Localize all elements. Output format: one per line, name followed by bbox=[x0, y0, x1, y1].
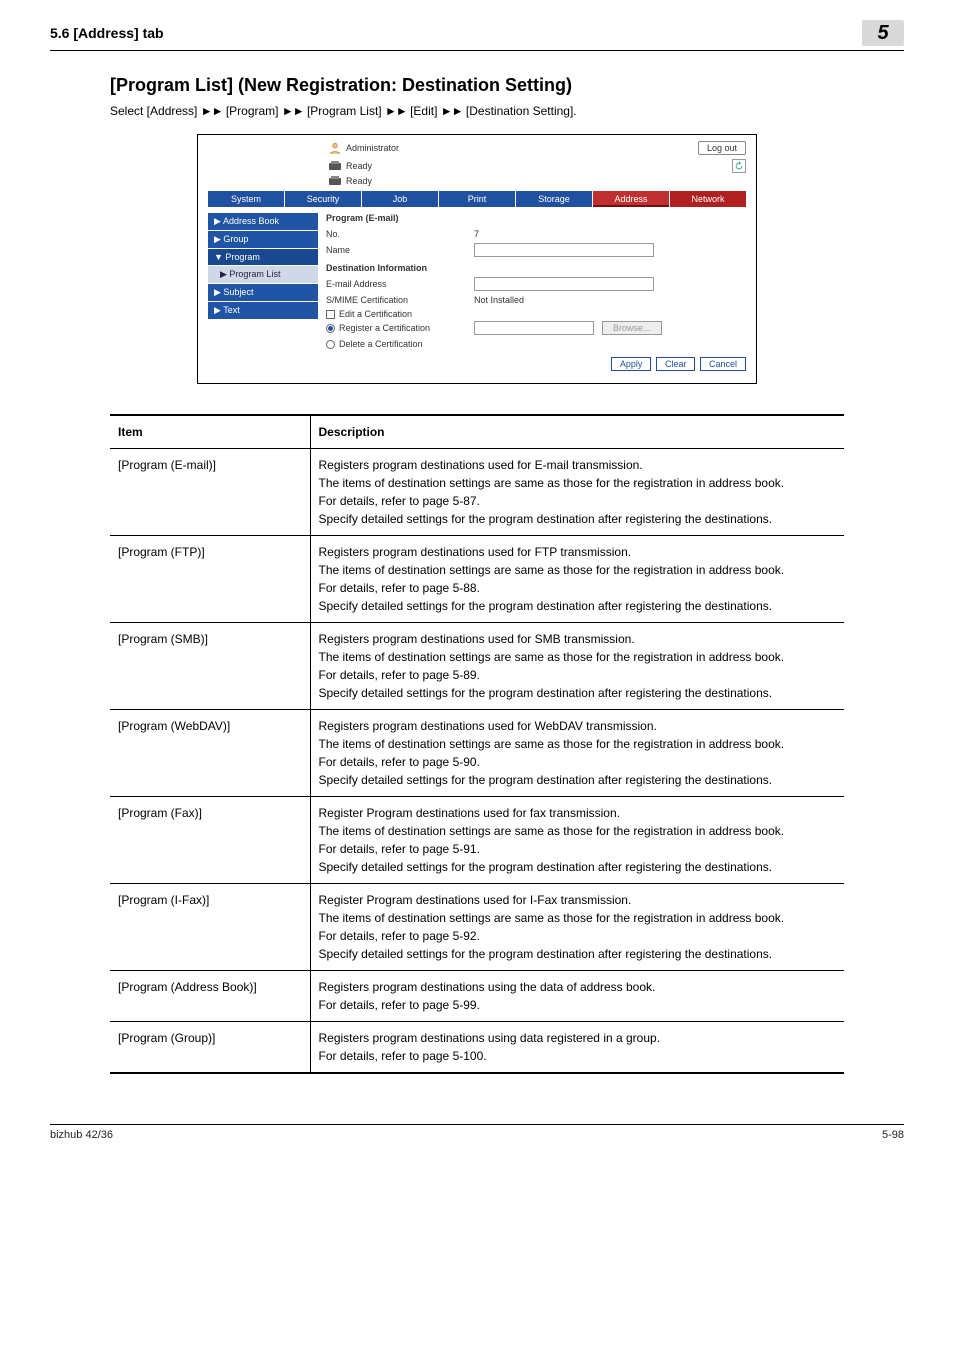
refresh-button[interactable] bbox=[732, 159, 746, 173]
edit-cert-label: Edit a Certification bbox=[339, 309, 412, 319]
printer-icon bbox=[328, 160, 342, 172]
delete-cert-label: Delete a Certification bbox=[339, 339, 423, 349]
ready-label: Ready bbox=[346, 161, 372, 171]
tab-security[interactable]: Security bbox=[285, 191, 361, 207]
sidebar-item-label: Text bbox=[223, 305, 240, 315]
delete-cert-radio[interactable] bbox=[326, 340, 335, 349]
browse-button[interactable]: Browse... bbox=[602, 321, 662, 335]
admin-ui-screenshot: Administrator Log out Ready Ready System… bbox=[197, 134, 757, 384]
admin-text: Administrator bbox=[346, 143, 399, 153]
tab-job[interactable]: Job bbox=[362, 191, 438, 207]
table-row: [Program (SMB)]Registers program destina… bbox=[110, 623, 844, 710]
edit-cert-checkbox[interactable] bbox=[326, 310, 335, 319]
breadcrumb-part: [Program List] bbox=[307, 104, 385, 118]
table-cell-item: [Program (WebDAV)] bbox=[110, 710, 310, 797]
table-header-item: Item bbox=[110, 415, 310, 449]
logout-button[interactable]: Log out bbox=[698, 141, 746, 155]
breadcrumb-part: Select [Address] bbox=[110, 104, 201, 118]
sidebar-item-group[interactable]: ▶ Group bbox=[208, 231, 318, 248]
table-cell-desc: Registers program destinations using dat… bbox=[310, 1022, 844, 1074]
smime-label: S/MIME Certification bbox=[326, 295, 466, 305]
email-input[interactable] bbox=[474, 277, 654, 291]
breadcrumb-part: [Program] bbox=[226, 104, 282, 118]
page-header: 5.6 [Address] tab 5 bbox=[50, 20, 904, 51]
sidebar-sub-program-list[interactable]: ▶ Program List bbox=[208, 266, 318, 283]
table-cell-item: [Program (FTP)] bbox=[110, 536, 310, 623]
footer-right: 5-98 bbox=[882, 1129, 904, 1141]
tab-address[interactable]: Address bbox=[593, 191, 669, 207]
form-panel: Program (E-mail) No. 7 Name Destination … bbox=[326, 213, 746, 369]
table-cell-desc: Register Program destinations used for f… bbox=[310, 797, 844, 884]
breadcrumb-part: [Destination Setting]. bbox=[466, 104, 577, 118]
table-cell-desc: Registers program destinations used for … bbox=[310, 710, 844, 797]
sidebar: ▶ Address Book ▶ Group ▼ Program ▶ Progr… bbox=[208, 213, 318, 369]
table-row: [Program (Fax)]Register Program destinat… bbox=[110, 797, 844, 884]
table-cell-desc: Registers program destinations using the… bbox=[310, 971, 844, 1022]
chapter-badge: 5 bbox=[862, 20, 904, 46]
user-icon bbox=[328, 141, 342, 155]
table-cell-item: [Program (E-mail)] bbox=[110, 449, 310, 536]
register-cert-label: Register a Certification bbox=[339, 323, 430, 333]
sidebar-item-program[interactable]: ▼ Program bbox=[208, 249, 318, 265]
sidebar-item-text[interactable]: ▶ Text bbox=[208, 302, 318, 319]
tab-bar: System Security Job Print Storage Addres… bbox=[198, 191, 756, 207]
table-row: [Program (Group)]Registers program desti… bbox=[110, 1022, 844, 1074]
table-cell-desc: Registers program destinations used for … bbox=[310, 536, 844, 623]
table-cell-item: [Program (Address Book)] bbox=[110, 971, 310, 1022]
table-row: [Program (FTP)]Registers program destina… bbox=[110, 536, 844, 623]
header-section: 5.6 [Address] tab bbox=[50, 25, 164, 41]
table-row: [Program (E-mail)]Registers program dest… bbox=[110, 449, 844, 536]
admin-label: Administrator bbox=[328, 141, 399, 155]
sidebar-item-label: Program List bbox=[229, 269, 280, 279]
table-cell-item: [Program (Fax)] bbox=[110, 797, 310, 884]
name-label: Name bbox=[326, 245, 466, 255]
sidebar-item-address-book[interactable]: ▶ Address Book bbox=[208, 213, 318, 230]
breadcrumb: Select [Address] ►► [Program] ►► [Progra… bbox=[110, 104, 844, 118]
footer-left: bizhub 42/36 bbox=[50, 1129, 113, 1141]
table-cell-item: [Program (SMB)] bbox=[110, 623, 310, 710]
dest-info-header: Destination Information bbox=[326, 263, 746, 273]
apply-button[interactable]: Apply bbox=[611, 357, 652, 371]
table-row: [Program (I-Fax)]Register Program destin… bbox=[110, 884, 844, 971]
table-row: [Program (Address Book)]Registers progra… bbox=[110, 971, 844, 1022]
sidebar-item-label: Program bbox=[225, 252, 260, 262]
cert-path-input[interactable] bbox=[474, 321, 594, 335]
table-cell-item: [Program (Group)] bbox=[110, 1022, 310, 1074]
sidebar-item-label: Group bbox=[223, 234, 248, 244]
email-label: E-mail Address bbox=[326, 279, 466, 289]
tab-print[interactable]: Print bbox=[439, 191, 515, 207]
tab-network[interactable]: Network bbox=[670, 191, 746, 207]
tab-storage[interactable]: Storage bbox=[516, 191, 592, 207]
table-cell-desc: Registers program destinations used for … bbox=[310, 449, 844, 536]
table-row: [Program (WebDAV)]Registers program dest… bbox=[110, 710, 844, 797]
table-header-desc: Description bbox=[310, 415, 844, 449]
smime-value: Not Installed bbox=[474, 295, 524, 305]
name-input[interactable] bbox=[474, 243, 654, 257]
reference-table: Item Description [Program (E-mail)]Regis… bbox=[110, 414, 844, 1074]
register-cert-radio[interactable] bbox=[326, 324, 335, 333]
breadcrumb-part: [Edit] bbox=[410, 104, 441, 118]
table-cell-desc: Registers program destinations used for … bbox=[310, 623, 844, 710]
printer-icon bbox=[328, 175, 342, 187]
no-label: No. bbox=[326, 229, 466, 239]
tab-system[interactable]: System bbox=[208, 191, 284, 207]
clear-button[interactable]: Clear bbox=[656, 357, 696, 371]
sidebar-item-label: Address Book bbox=[223, 216, 279, 226]
sidebar-item-label: Subject bbox=[223, 287, 253, 297]
cancel-button[interactable]: Cancel bbox=[700, 357, 746, 371]
no-value: 7 bbox=[474, 229, 479, 239]
table-cell-desc: Register Program destinations used for I… bbox=[310, 884, 844, 971]
page-footer: bizhub 42/36 5-98 bbox=[50, 1124, 904, 1141]
refresh-icon bbox=[734, 161, 744, 171]
ready-label: Ready bbox=[346, 176, 372, 186]
page-title: [Program List] (New Registration: Destin… bbox=[110, 75, 844, 96]
sidebar-item-subject[interactable]: ▶ Subject bbox=[208, 284, 318, 301]
form-title: Program (E-mail) bbox=[326, 213, 746, 223]
table-cell-item: [Program (I-Fax)] bbox=[110, 884, 310, 971]
